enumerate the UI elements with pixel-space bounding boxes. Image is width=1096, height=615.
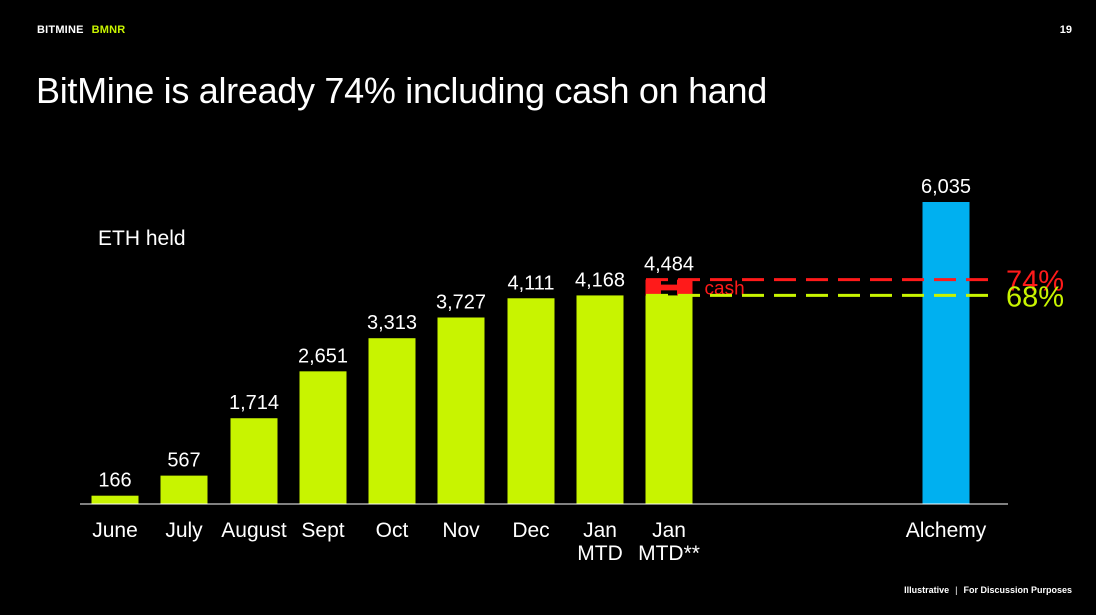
data-label-jan-mtd-2: 4,484 bbox=[644, 254, 694, 276]
x-tick-sept: Sept bbox=[301, 519, 344, 542]
footer-separator: | bbox=[955, 585, 958, 595]
data-label-oct: 3,313 bbox=[367, 312, 417, 334]
x-tick-july: July bbox=[165, 519, 203, 542]
bar-alchemy bbox=[922, 202, 970, 504]
bar-june bbox=[91, 495, 139, 504]
bar-sept bbox=[299, 371, 347, 504]
footer-discussion: For Discussion Purposes bbox=[963, 585, 1072, 595]
data-label-nov: 3,727 bbox=[436, 291, 486, 313]
bar-jan-mtd bbox=[576, 295, 624, 504]
x-tick-oct: Oct bbox=[376, 519, 409, 542]
x-tick-august: August bbox=[221, 519, 287, 542]
page-title: BitMine is already 74% including cash on… bbox=[36, 70, 767, 111]
brand: BITMINE BMNR bbox=[37, 24, 125, 36]
brand-ticker: BMNR bbox=[91, 24, 126, 36]
data-label-jan-mtd: 4,168 bbox=[575, 269, 625, 291]
brand-name: BITMINE bbox=[37, 24, 84, 36]
data-label-dec: 4,111 bbox=[507, 272, 554, 294]
cash-segment bbox=[645, 279, 693, 296]
x-tick-alchemy: Alchemy bbox=[906, 519, 987, 542]
ref-label-74pct: 74% bbox=[1006, 266, 1064, 298]
x-tick-june: June bbox=[92, 519, 138, 542]
bar-oct bbox=[368, 338, 416, 504]
y-axis-label: ETH held bbox=[98, 227, 186, 250]
page-number: 19 bbox=[1059, 24, 1072, 36]
x-tick-nov: Nov bbox=[442, 519, 480, 542]
x-tick-jan-mtd: Jan MTD bbox=[577, 519, 623, 565]
bar-august bbox=[230, 418, 278, 504]
data-label-july: 567 bbox=[167, 450, 200, 472]
bar-july bbox=[160, 475, 208, 504]
data-label-august: 1,714 bbox=[229, 392, 279, 414]
x-tick-dec: Dec bbox=[512, 519, 549, 542]
footer: Illustrative | For Discussion Purposes bbox=[904, 585, 1072, 595]
data-label-alchemy: 6,035 bbox=[921, 176, 971, 198]
data-label-june: 166 bbox=[98, 470, 131, 492]
data-label-sept: 2,651 bbox=[298, 345, 348, 367]
ref-label-68pct: 68% bbox=[1006, 281, 1064, 313]
footer-illustrative: Illustrative bbox=[904, 585, 950, 595]
x-tick-jan-mtd-2: Jan MTD** bbox=[638, 519, 700, 565]
bar-dec bbox=[507, 298, 555, 504]
bar-jan-mtd-2 bbox=[645, 295, 693, 504]
bar-nov bbox=[437, 317, 485, 504]
